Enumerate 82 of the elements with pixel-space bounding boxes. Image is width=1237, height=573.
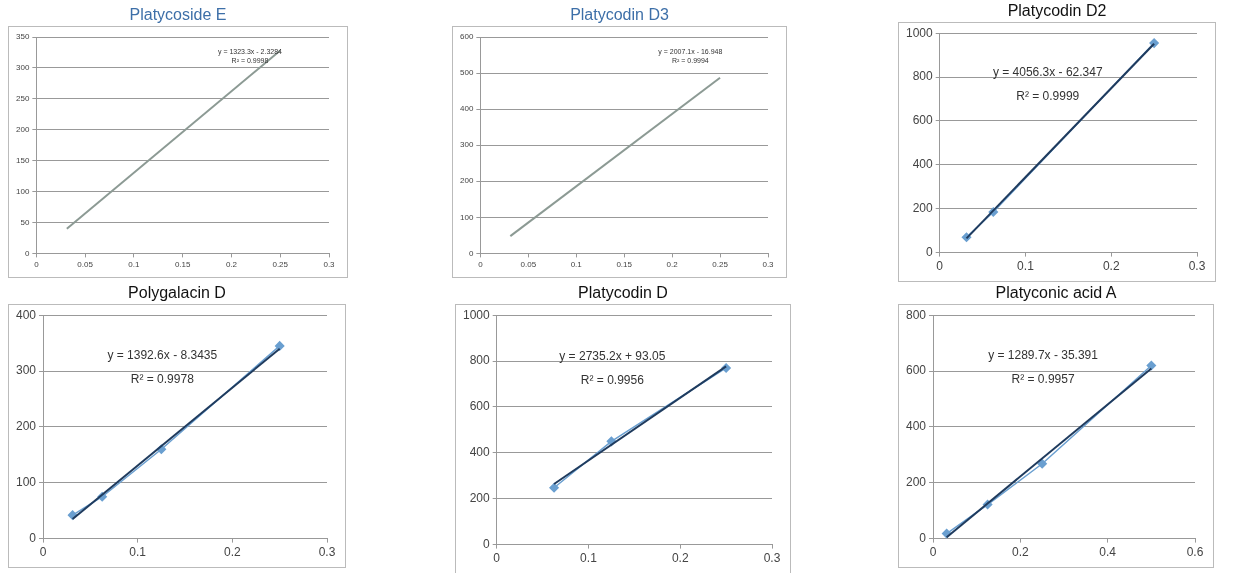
y-tick-label: 400: [905, 419, 927, 434]
annotation: y = 1392.6x - 8.3435: [107, 347, 218, 362]
point: [549, 482, 559, 493]
y-tick-label: 200: [459, 176, 474, 186]
annotation: y = 4056.3x - 62.347: [992, 65, 1103, 79]
y-tick-label: 400: [912, 157, 934, 172]
x-tick-label: 0.05: [77, 260, 94, 270]
chart-title: Polygalacin D: [127, 283, 227, 303]
annotation: y = 1289.7x - 35.391: [988, 347, 1099, 362]
x-tick-label: 0.2: [671, 551, 689, 566]
y-tick-label: 200: [15, 419, 37, 434]
y-tick-label: 200: [912, 201, 934, 216]
point: [606, 436, 617, 447]
x-tick-label: 0.4: [1099, 545, 1117, 560]
y-tick-label: 600: [912, 113, 934, 128]
x-tick-label: 0.1: [570, 260, 583, 270]
chart-title: Platycoside E: [128, 5, 228, 25]
annotation: y = 2735.2x + 93.05: [559, 348, 666, 363]
x-tick-label: 0.1: [580, 551, 598, 566]
point: [1037, 459, 1047, 469]
x-tick-label: 0.2: [224, 545, 241, 560]
point: [1146, 360, 1157, 371]
y-tick-label: 350: [15, 32, 30, 42]
x-tick-label: 0.15: [616, 260, 633, 270]
y-tick-label: 100: [459, 212, 474, 222]
x-tick-label: 0.1: [1017, 259, 1035, 274]
x-tick-label: 0.2: [666, 260, 679, 270]
x-tick-label: 0: [936, 259, 944, 274]
y-tick-label: 0: [468, 248, 474, 258]
annotation: R² = 0.9999: [1016, 89, 1080, 103]
x-tick-label: 0.1: [128, 260, 141, 270]
y-tick-label: 0: [24, 248, 30, 258]
x-tick-label: 0.25: [712, 260, 729, 270]
y-tick-label: 50: [20, 217, 30, 227]
x-tick-label: 0.3: [1188, 259, 1206, 274]
y-tick-label: 200: [15, 124, 30, 134]
y-tick-label: 200: [469, 491, 491, 506]
y-tick-label: 100: [15, 186, 30, 196]
annotation: R² = 0.9956: [580, 372, 645, 387]
y-tick-label: 0: [919, 530, 927, 545]
chart-title: Platycodin D: [577, 283, 669, 303]
y-tick-label: 200: [905, 475, 927, 490]
x-tick-label: 0.2: [1012, 545, 1030, 560]
x-tick-label: 0.15: [174, 260, 192, 270]
x-tick-label: 0: [493, 551, 501, 566]
chart-title: Platycodin D2: [1006, 1, 1108, 21]
y-tick-label: 100: [15, 475, 37, 490]
y-tick-label: 400: [15, 307, 37, 322]
x-tick-label: 0.3: [318, 545, 336, 560]
point: [274, 341, 285, 351]
chart-title: Platycodin D3: [569, 5, 670, 25]
annotation: R² = 0.9978: [130, 371, 195, 386]
y-tick-label: 150: [15, 155, 30, 165]
chart-title: Platyconic acid A: [994, 283, 1118, 303]
y-tick-label: 250: [15, 94, 30, 104]
y-tick-label: 400: [469, 445, 491, 460]
y-tick-label: 600: [469, 399, 491, 414]
y-tick-label: 400: [459, 104, 474, 114]
y-tick-label: 500: [459, 68, 474, 78]
y-tick-label: 300: [459, 140, 474, 150]
y-tick-label: 0: [926, 244, 934, 259]
y-tick-label: 600: [905, 363, 927, 378]
x-tick-label: 0.3: [763, 551, 781, 566]
x-tick-label: 0.6: [1186, 545, 1204, 560]
y-tick-label: 800: [905, 307, 927, 322]
x-tick-label: 0.3: [762, 260, 775, 270]
x-tick-label: 0.1: [129, 545, 147, 560]
y-tick-label: 600: [459, 32, 474, 42]
y-tick-label: 800: [912, 69, 934, 84]
x-tick-label: 0.2: [225, 260, 238, 270]
y-tick-label: 300: [15, 63, 30, 73]
x-tick-label: 0.25: [272, 260, 289, 270]
y-tick-label: 0: [29, 530, 37, 545]
x-tick-label: 0.2: [1102, 259, 1120, 274]
x-tick-label: 0.3: [323, 260, 336, 270]
y-tick-label: 300: [15, 363, 37, 378]
y-tick-label: 1000: [905, 25, 934, 40]
y-tick-label: 1000: [462, 307, 491, 322]
annotation: R² = 0.9957: [1011, 371, 1075, 386]
x-tick-label: 0: [39, 545, 47, 560]
y-tick-label: 800: [469, 353, 491, 368]
x-tick-label: 0.05: [520, 260, 537, 270]
